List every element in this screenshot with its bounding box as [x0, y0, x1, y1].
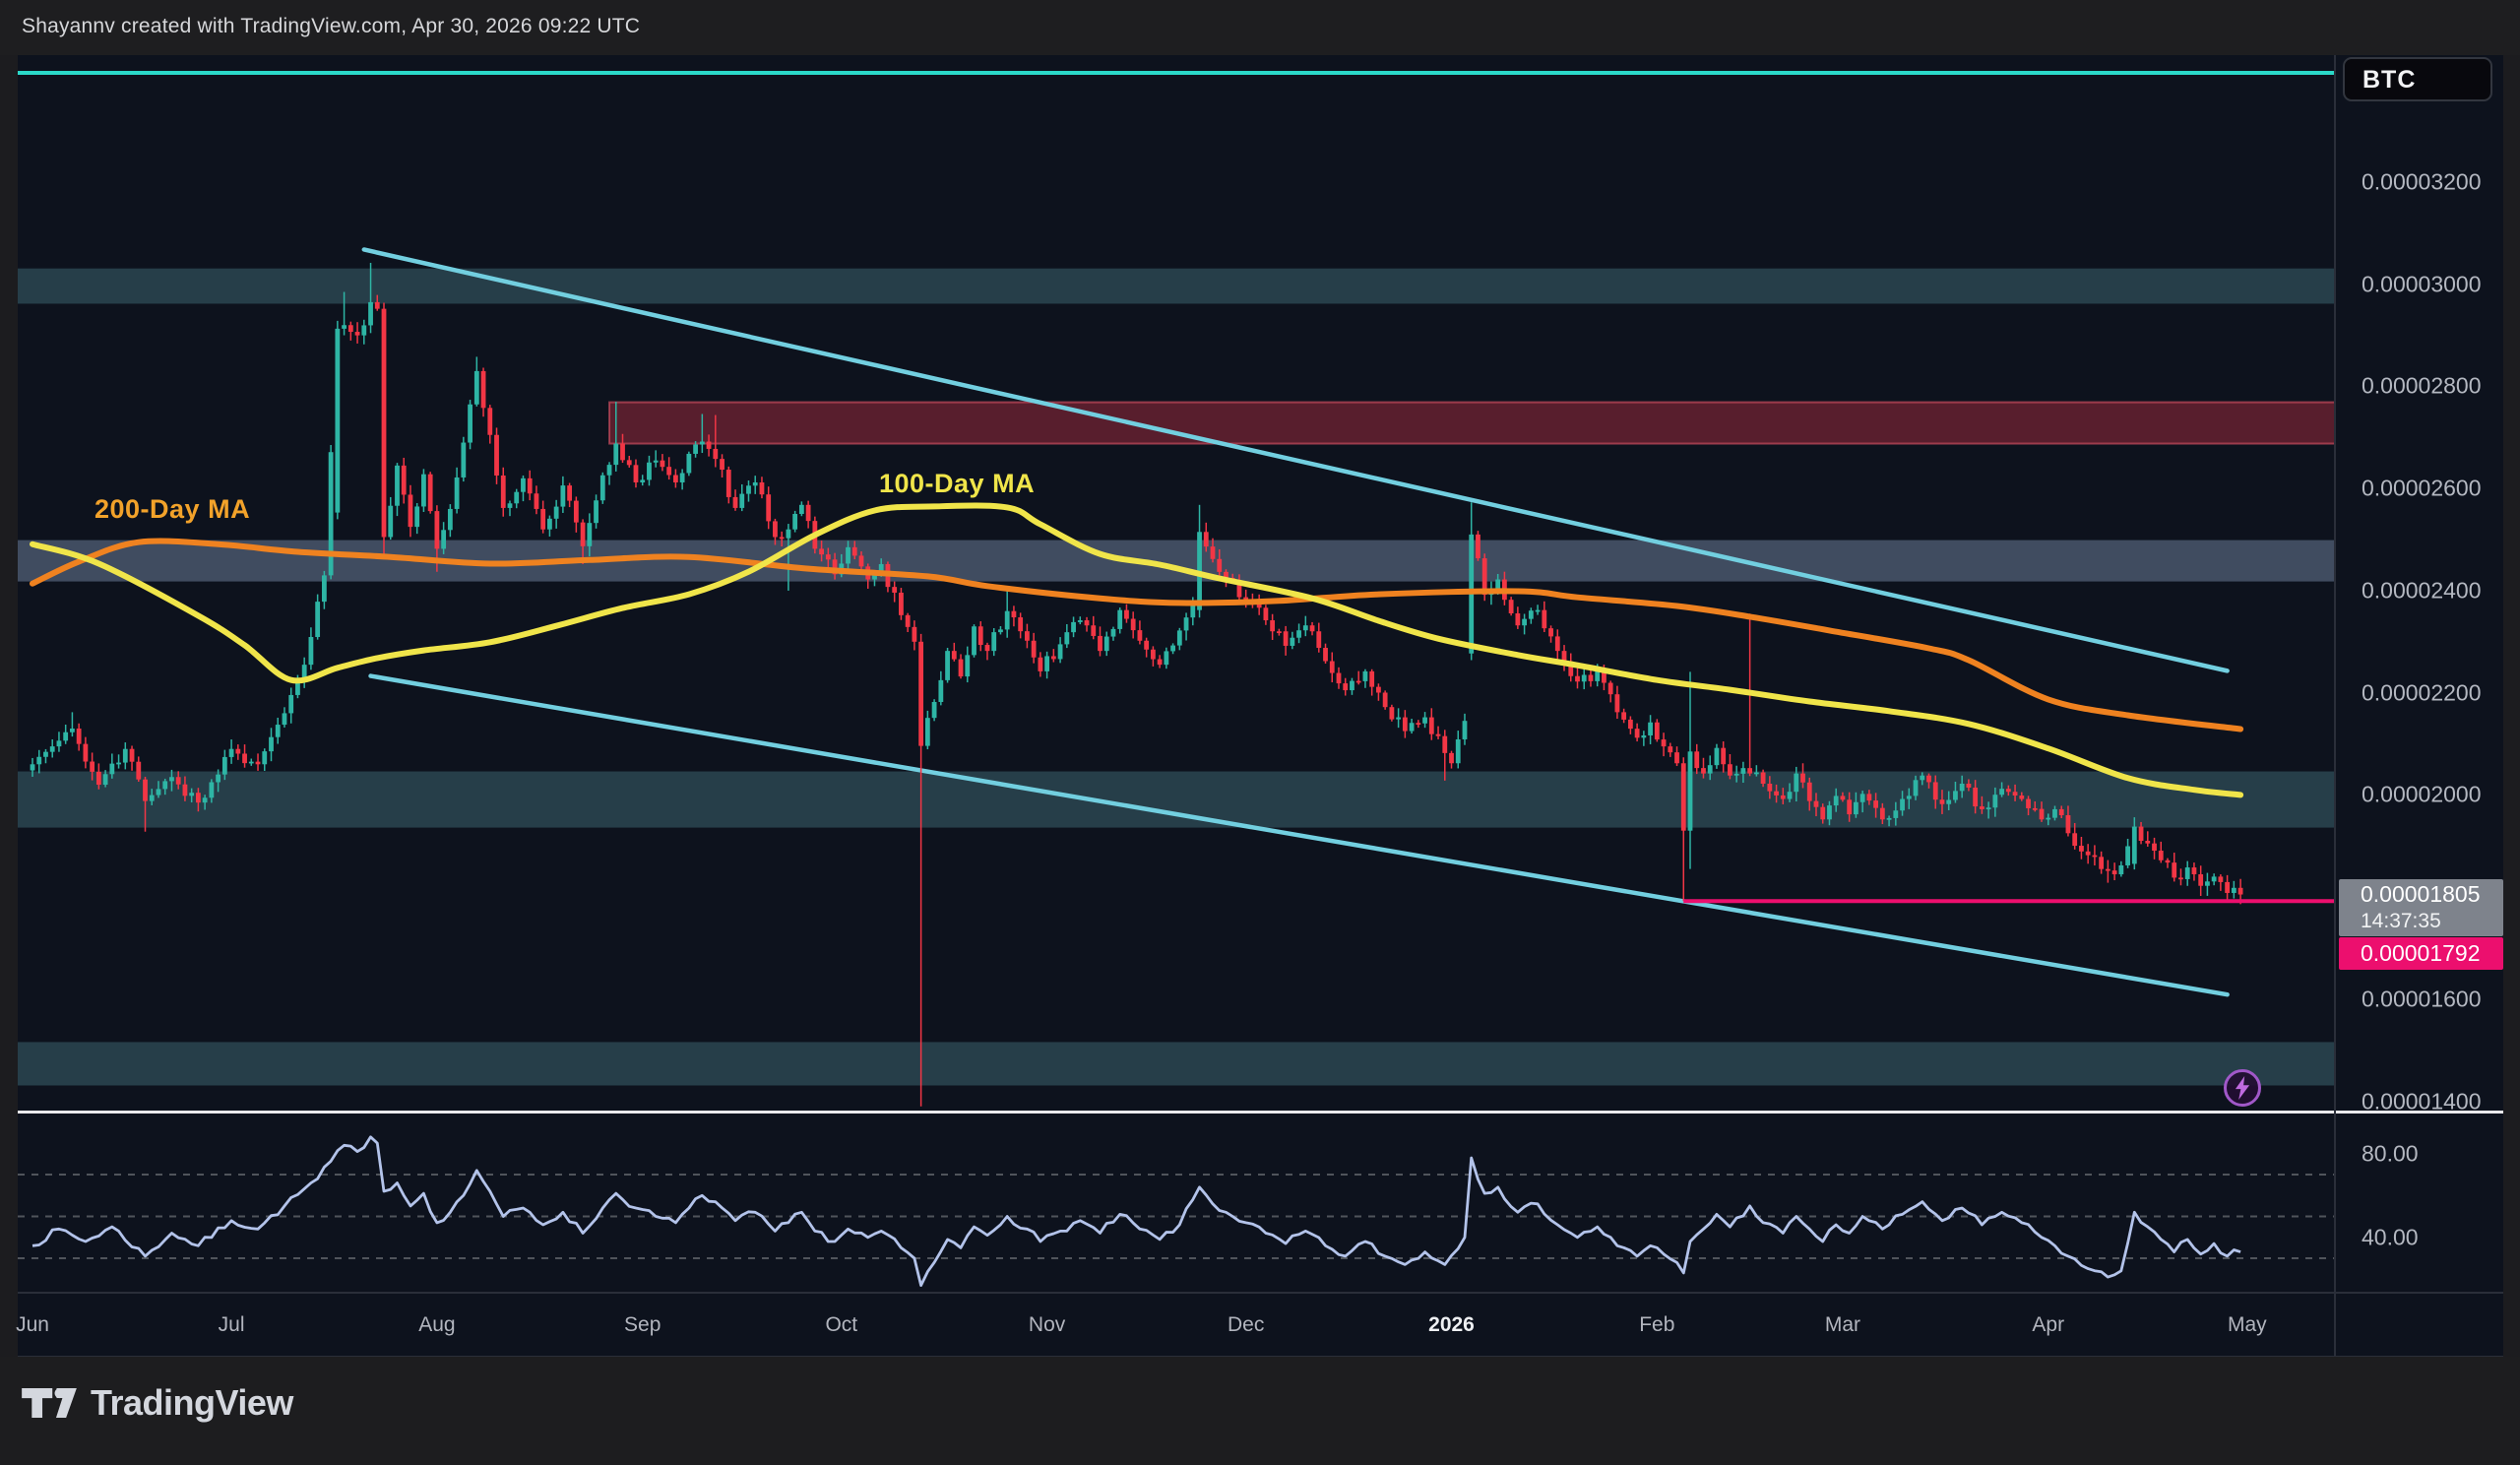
rsi-tick: 80.00: [2362, 1140, 2419, 1167]
zone-slate: [18, 540, 2335, 582]
time-tick: 2026: [1428, 1313, 1475, 1336]
snapshot-attribution: Shayannv created with TradingView.com, A…: [22, 15, 641, 37]
pane-separator[interactable]: [18, 1111, 2503, 1114]
time-tick: Apr: [2032, 1313, 2065, 1336]
tradingview-wordmark: TradingView: [91, 1382, 293, 1423]
price-tick: 0.00003000: [2362, 271, 2482, 297]
ma200-line[interactable]: [30, 538, 2244, 732]
footer-bar: TradingView: [0, 1357, 2520, 1465]
rsi-line: [32, 1135, 2241, 1287]
time-tick: Dec: [1228, 1313, 1265, 1336]
candles: [30, 262, 2243, 1107]
quote-currency-badge: BTC: [2343, 57, 2492, 101]
channel-lower-trendline[interactable]: [368, 673, 2230, 997]
channel-upper-trendline[interactable]: [361, 247, 2230, 673]
price-tick: 0.00001600: [2362, 986, 2482, 1012]
bar-countdown: 14:37:35: [2361, 910, 2441, 932]
alert-price-value: 0.00001792: [2361, 940, 2481, 966]
price-tick: 0.00003200: [2362, 168, 2482, 195]
flash-action-button[interactable]: [2224, 1069, 2261, 1107]
price-tick: 0.00002400: [2362, 577, 2482, 604]
time-tick: Sep: [624, 1313, 662, 1336]
ma200-label: 200-Day MA: [94, 494, 251, 524]
zone-teal: [18, 771, 2335, 828]
last-price-label: 0.00001805 14:37:35: [2339, 879, 2503, 936]
time-tick: Aug: [418, 1313, 456, 1336]
price-tick: 0.00002200: [2362, 679, 2482, 706]
lightning-icon: [2235, 1076, 2250, 1100]
rsi-tick: 40.00: [2362, 1224, 2419, 1250]
ma100-line[interactable]: [30, 502, 2244, 798]
header-bar: Shayannv created with TradingView.com, A…: [0, 0, 2520, 55]
price-tick: 0.00002000: [2362, 781, 2482, 807]
tradingview-logo-icon: [22, 1388, 77, 1418]
time-tick: Jun: [16, 1313, 49, 1336]
last-price-value: 0.00001805: [2361, 881, 2481, 907]
time-tick: Mar: [1824, 1313, 1861, 1336]
ma100-label: 100-Day MA: [879, 469, 1036, 498]
time-tick: Oct: [825, 1313, 858, 1336]
zone-teal: [18, 268, 2335, 304]
tradingview-brand: TradingView: [22, 1382, 293, 1424]
alert-price-label: 0.00001792: [2339, 937, 2503, 970]
price-tick: 0.00002800: [2362, 372, 2482, 399]
time-tick: Feb: [1639, 1313, 1675, 1336]
time-tick: Nov: [1028, 1313, 1066, 1336]
zone-teal: [18, 1042, 2335, 1086]
zone-red: [609, 402, 2335, 444]
price-tick: 0.00002600: [2362, 475, 2482, 501]
price-tick: 0.00001400: [2362, 1088, 2482, 1115]
time-tick: May: [2227, 1313, 2267, 1336]
time-tick: Jul: [218, 1313, 245, 1336]
